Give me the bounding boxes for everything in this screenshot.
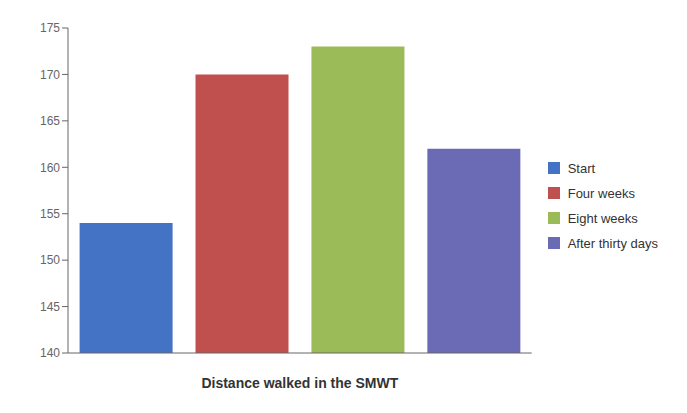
svg-text:140: 140: [40, 346, 60, 360]
svg-text:155: 155: [40, 207, 60, 221]
svg-text:145: 145: [40, 300, 60, 314]
svg-text:175: 175: [40, 21, 60, 35]
html-text:Eight weeks: Eight weeks: [567, 210, 638, 226]
svg-text:165: 165: [40, 114, 60, 128]
html-text:Four weeks: Four weeks: [567, 185, 635, 201]
svg-text:Distance walked in the SMWT: Distance walked in the SMWT: [201, 375, 398, 391]
svg-text:160: 160: [40, 161, 60, 175]
html-text:After thirty days: After thirty days: [567, 235, 658, 251]
svg-text:170: 170: [40, 68, 60, 82]
svg-text:150: 150: [40, 253, 60, 267]
html-text:Start: Start: [567, 160, 596, 176]
